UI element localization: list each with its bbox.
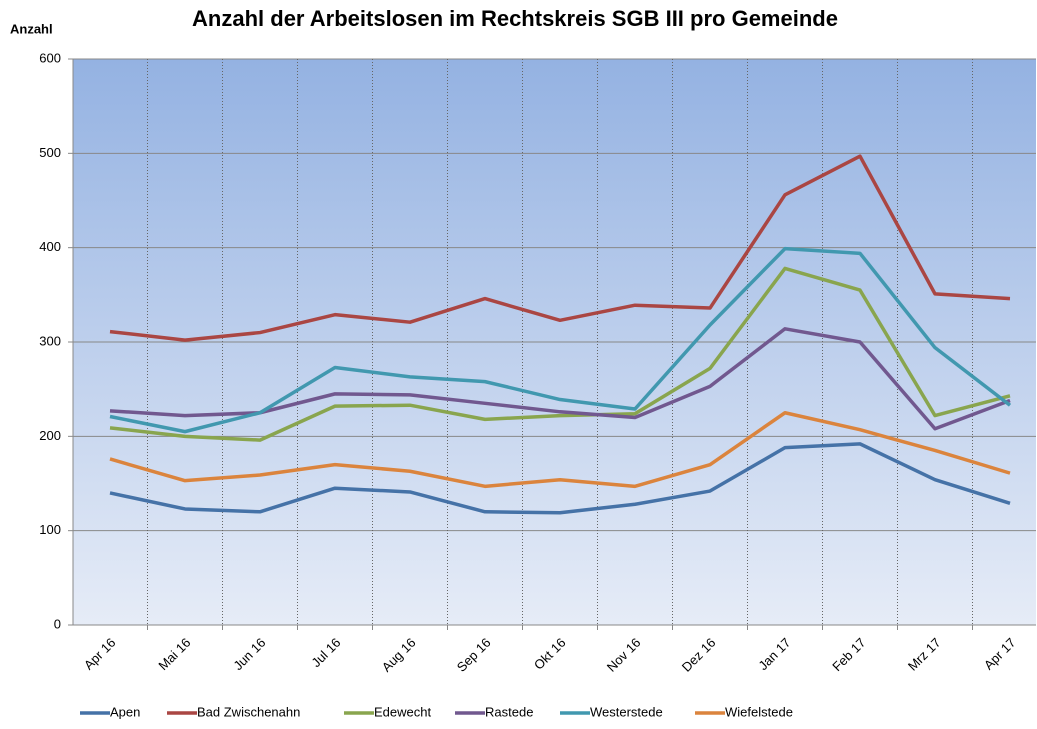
y-tick-label: 600: [39, 50, 61, 65]
y-tick-label: 0: [54, 616, 61, 631]
series-line: [109, 411, 1011, 489]
legend-label: Apen: [110, 704, 140, 719]
x-tick-label: Feb 17: [829, 635, 868, 674]
x-tick-label: Sep 16: [454, 635, 494, 675]
y-tick-label: 200: [39, 428, 61, 443]
y-tick-label: 100: [39, 522, 61, 537]
legend-label: Wiefelstede: [725, 704, 793, 719]
series-line: [109, 442, 1011, 515]
legend-label: Westerstede: [590, 704, 663, 719]
x-tick-label: Okt 16: [531, 635, 569, 673]
legend-label: Rastede: [485, 704, 533, 719]
x-tick-label: Apr 16: [81, 635, 119, 673]
x-tick-label: Jul 16: [308, 635, 343, 670]
series-line: [109, 266, 1011, 442]
y-tick-label: 300: [39, 333, 61, 348]
x-tick-label: Jan 17: [755, 635, 793, 673]
y-tick-label: 400: [39, 239, 61, 254]
x-tick-label: Dez 16: [679, 635, 719, 675]
x-tick-label: Jun 16: [230, 635, 268, 673]
y-tick-label: 500: [39, 145, 61, 160]
y-axis-label: Anzahl: [10, 21, 53, 36]
series-line: [109, 246, 1012, 434]
x-tick-label: Mai 16: [155, 635, 193, 673]
x-tick-label: Aug 16: [379, 635, 419, 675]
legend-label: Bad Zwischenahn: [197, 704, 300, 719]
x-tick-label: Mrz 17: [905, 635, 944, 674]
chart-title: Anzahl der Arbeitslosen im Rechtskreis S…: [192, 6, 838, 31]
series-line: [109, 154, 1011, 342]
x-tick-label: Nov 16: [604, 635, 644, 675]
legend-label: Edewecht: [374, 704, 431, 719]
x-tick-label: Apr 17: [981, 635, 1019, 673]
